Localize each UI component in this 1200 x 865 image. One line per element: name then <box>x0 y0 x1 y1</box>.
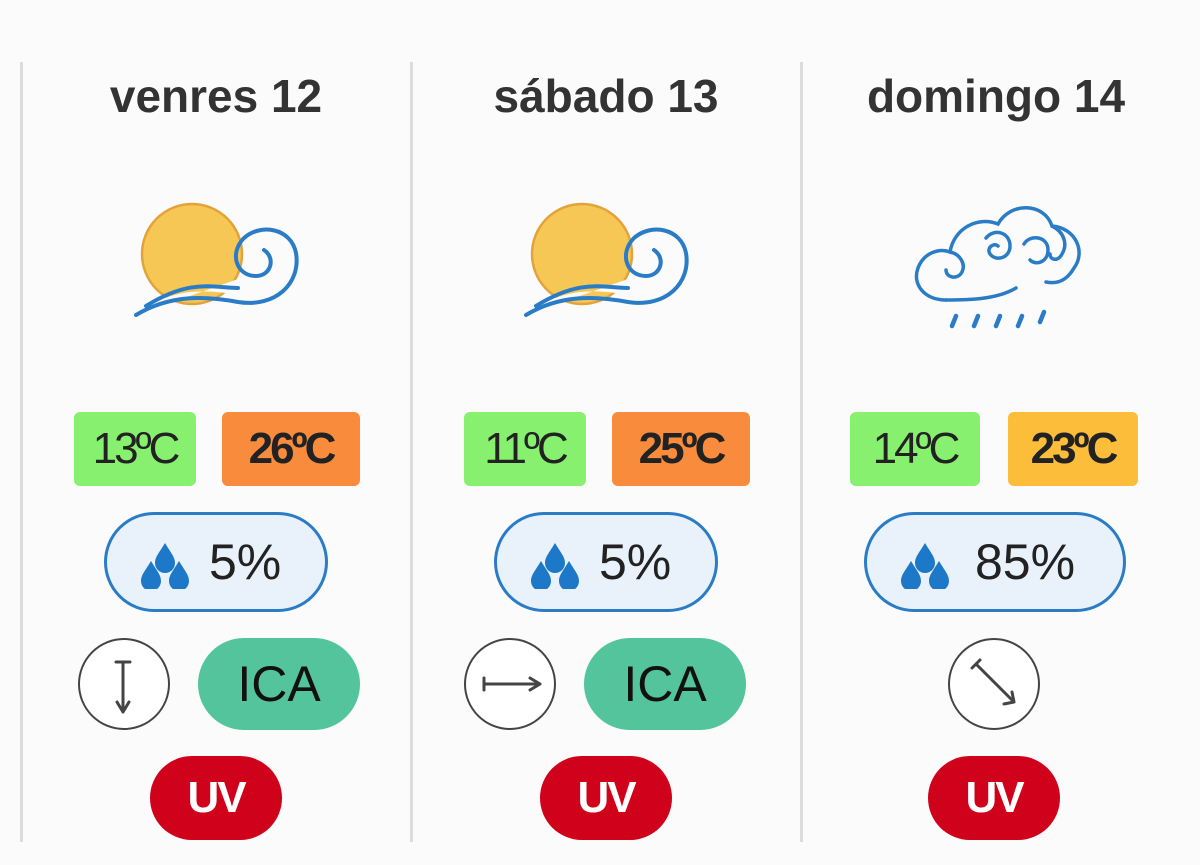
wind-arrow-southeast-icon[interactable] <box>948 638 1040 730</box>
temp-max-badge: 23ºC <box>1008 412 1138 486</box>
rain-probability-pill[interactable]: 85% <box>864 512 1126 612</box>
temp-min-badge: 11ºC <box>464 412 586 486</box>
uv-badge[interactable]: UV <box>150 756 282 840</box>
day-title: sábado 13 <box>493 70 719 122</box>
temp-max-badge: 26ºC <box>222 412 360 486</box>
rain-probability: 5% <box>209 534 282 590</box>
ica-badge[interactable]: ICA <box>198 638 360 730</box>
day-column-3[interactable]: domingo 14 14ºC 23ºC 85% UV <box>802 0 1190 865</box>
rain-probability: 5% <box>599 534 672 590</box>
column-divider <box>410 62 413 842</box>
column-divider <box>800 62 803 842</box>
temp-min-badge: 13ºC <box>74 412 196 486</box>
uv-badge[interactable]: UV <box>928 756 1060 840</box>
rain-probability-pill[interactable]: 5% <box>494 512 718 612</box>
rain-probability: 85% <box>975 534 1076 590</box>
day-column-1[interactable]: venres 12 13ºC 26ºC 5% ICA UV <box>22 0 410 865</box>
rain-drops-icon <box>901 543 949 589</box>
wind-arrow-east-icon[interactable] <box>464 638 556 730</box>
uv-badge[interactable]: UV <box>540 756 672 840</box>
day-title: venres 12 <box>109 70 323 122</box>
day-column-2[interactable]: sábado 13 11ºC 25ºC 5% ICA UV <box>412 0 800 865</box>
rain-drops-icon <box>141 543 189 589</box>
sun-wind-icon <box>524 202 689 317</box>
column-divider <box>20 62 23 842</box>
cloud-wind-rain-icon <box>914 206 1081 329</box>
temp-min-badge: 14ºC <box>850 412 980 486</box>
sun-wind-icon <box>134 202 299 317</box>
wind-arrow-south-icon[interactable] <box>78 638 170 730</box>
temp-max-badge: 25ºC <box>612 412 750 486</box>
rain-drops-icon <box>531 543 579 589</box>
day-title: domingo 14 <box>866 70 1126 122</box>
rain-probability-pill[interactable]: 5% <box>104 512 328 612</box>
ica-badge[interactable]: ICA <box>584 638 746 730</box>
